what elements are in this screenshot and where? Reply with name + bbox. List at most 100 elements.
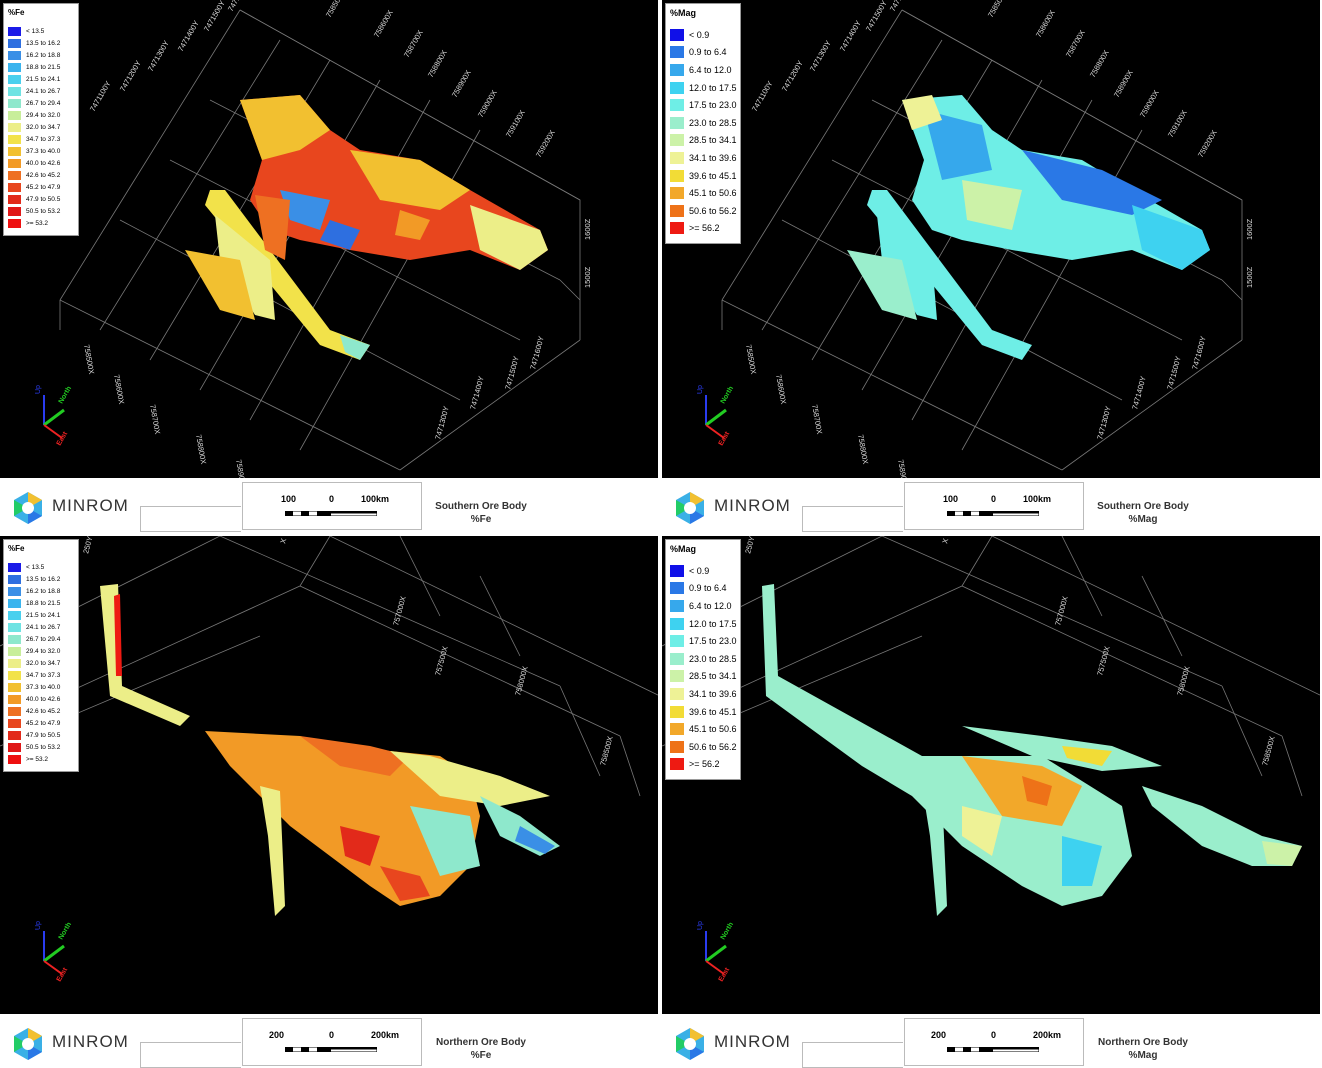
axis-label: 758700X bbox=[810, 404, 824, 435]
legend-label: 16.2 to 18.8 bbox=[26, 587, 61, 595]
legend-swatch bbox=[8, 122, 21, 132]
legend-label: 47.9 to 50.5 bbox=[26, 195, 61, 203]
axis-label: 757000X bbox=[1053, 595, 1069, 626]
legend-swatch bbox=[670, 46, 684, 59]
axis-label: 758500X bbox=[598, 735, 614, 766]
legend-item: 39.6 to 45.1 bbox=[670, 703, 737, 721]
axis-label: 758500X bbox=[324, 0, 347, 19]
legend-item: 0.9 to 6.4 bbox=[670, 44, 736, 62]
legend-item: 18.8 to 21.5 bbox=[8, 597, 74, 609]
legend-label: 34.1 to 39.6 bbox=[689, 688, 737, 699]
legend-item: 23.0 to 28.5 bbox=[670, 114, 737, 132]
viewport-3d[interactable]: 7471600Y7471500Y7471400Y7471300Y7471200Y… bbox=[662, 0, 1320, 478]
map-title: Southern Ore Body %Fe bbox=[422, 482, 540, 528]
panel-northern-mag: 250Y X 757000X 757500X 758000X 758500X Up Nor… bbox=[662, 536, 1322, 1068]
minrom-logo-icon bbox=[14, 1028, 42, 1060]
axis-label: 7471600Y bbox=[888, 0, 913, 13]
legend-swatch bbox=[670, 617, 684, 630]
axis-label: 7471500Y bbox=[202, 0, 227, 33]
svg-text:East: East bbox=[56, 430, 70, 447]
legend-swatch bbox=[670, 222, 684, 235]
legend-swatch bbox=[8, 586, 21, 596]
axis-label: 758700X bbox=[148, 404, 162, 435]
legend-label: 23.0 to 28.5 bbox=[689, 117, 737, 128]
axis-label: 758600X bbox=[372, 8, 395, 39]
legend-label: 40.0 to 42.6 bbox=[26, 159, 61, 167]
axis-label: 1600Z bbox=[583, 218, 592, 240]
legend-label: 18.8 to 21.5 bbox=[26, 63, 61, 71]
axis-label: 7471400Y bbox=[838, 19, 863, 53]
footer-bar: MINROM 200 0 200km Northern Ore Body %Fe bbox=[0, 1014, 660, 1068]
ore-body-scene: 7471600Y7471500Y7471400Y7471300Y7471200Y… bbox=[721, 0, 1254, 478]
legend-item: 47.9 to 50.5 bbox=[8, 193, 74, 205]
legend-label: 42.6 to 45.2 bbox=[26, 707, 61, 715]
svg-text:East: East bbox=[718, 966, 732, 983]
legend-label: 40.0 to 42.6 bbox=[26, 695, 61, 703]
legend-swatch bbox=[8, 598, 21, 608]
axis-label: 758000X bbox=[513, 665, 529, 696]
legend-swatch bbox=[8, 658, 21, 668]
legend-swatch bbox=[670, 63, 684, 76]
legend-label: 29.4 to 32.0 bbox=[26, 111, 61, 119]
legend-label: 23.0 to 28.5 bbox=[689, 653, 737, 664]
legend-item: 23.0 to 28.5 bbox=[670, 650, 737, 668]
legend-item: >= 53.2 bbox=[8, 217, 74, 229]
legend-label: >= 53.2 bbox=[26, 755, 49, 763]
axis-label: 759000X bbox=[1138, 88, 1161, 119]
legend-item: 42.6 to 45.2 bbox=[8, 705, 74, 717]
viewport-3d[interactable]: 250Y X 757000X 757500X 758000X 758500X Up Nor… bbox=[662, 536, 1320, 1014]
orientation-compass: Up North East bbox=[697, 921, 735, 983]
svg-text:North: North bbox=[720, 921, 735, 941]
legend-swatch bbox=[670, 204, 684, 217]
brand-name: MINROM bbox=[52, 1032, 129, 1051]
viewport-3d[interactable]: 250Y X 757000X 757500X 758000X 758500X Up Nor… bbox=[0, 536, 658, 1014]
orientation-compass: Up North East bbox=[35, 921, 73, 983]
svg-text:Up: Up bbox=[35, 385, 42, 394]
legend-item: 24.1 to 26.7 bbox=[8, 621, 74, 633]
legend-swatch bbox=[8, 562, 21, 572]
legend-label: 17.5 to 23.0 bbox=[689, 100, 737, 111]
legend-swatch bbox=[8, 610, 21, 620]
map-title: Southern Ore Body %Mag bbox=[1084, 482, 1202, 528]
legend-item: < 13.5 bbox=[8, 25, 74, 37]
legend-swatch bbox=[670, 599, 684, 612]
title-line-2: %Fe bbox=[470, 1050, 492, 1061]
axis-label: 758700X bbox=[1064, 28, 1087, 59]
legend-swatch bbox=[8, 38, 21, 48]
legend-swatch bbox=[8, 74, 21, 84]
legend-label: 21.5 to 24.1 bbox=[26, 611, 61, 619]
legend-swatch bbox=[8, 634, 21, 644]
legend-swatch bbox=[8, 134, 21, 144]
axis-label: 758500X bbox=[82, 344, 96, 375]
legend-item: 37.3 to 40.0 bbox=[8, 145, 74, 157]
axis-label: 759200X bbox=[1196, 128, 1219, 159]
axis-label: 7471100Y bbox=[750, 79, 775, 113]
legend-item: 13.5 to 16.2 bbox=[8, 37, 74, 49]
title-line-1: Southern Ore Body bbox=[1097, 501, 1189, 512]
legend-label: 16.2 to 18.8 bbox=[26, 51, 61, 59]
legend-rows: < 13.5 13.5 to 16.2 16.2 to 18.8 18.8 to 21… bbox=[8, 561, 74, 765]
legend-item: 13.5 to 16.2 bbox=[8, 573, 74, 585]
viewport-3d[interactable]: 7471600Y7471500Y7471400Y7471300Y7471200Y… bbox=[0, 0, 658, 478]
legend-item: 47.9 to 50.5 bbox=[8, 729, 74, 741]
legend-swatch bbox=[8, 706, 21, 716]
legend-label: 50.5 to 53.2 bbox=[26, 207, 61, 215]
legend-swatch bbox=[8, 742, 21, 752]
legend-label: 45.2 to 47.9 bbox=[26, 719, 61, 727]
legend-item: 50.5 to 53.2 bbox=[8, 205, 74, 217]
legend-label: 45.1 to 50.6 bbox=[689, 188, 737, 199]
legend-swatch bbox=[8, 194, 21, 204]
legend-item: >= 56.2 bbox=[670, 220, 736, 238]
brand-name: MINROM bbox=[52, 496, 129, 515]
legend-item: 28.5 to 34.1 bbox=[670, 668, 737, 686]
svg-text:Up: Up bbox=[697, 921, 704, 930]
legend-item: 6.4 to 12.0 bbox=[670, 597, 736, 615]
axis-label: 758700X bbox=[402, 28, 425, 59]
blank-box bbox=[802, 506, 903, 532]
axis-label: 758000X bbox=[1175, 665, 1191, 696]
legend-item: 12.0 to 17.5 bbox=[670, 615, 737, 633]
legend-item: < 0.9 bbox=[670, 562, 736, 580]
legend-swatch bbox=[8, 622, 21, 632]
mag-legend: %Mag < 0.9 0.9 to 6.4 6.4 to 12.0 12.0 to 1… bbox=[665, 3, 741, 245]
